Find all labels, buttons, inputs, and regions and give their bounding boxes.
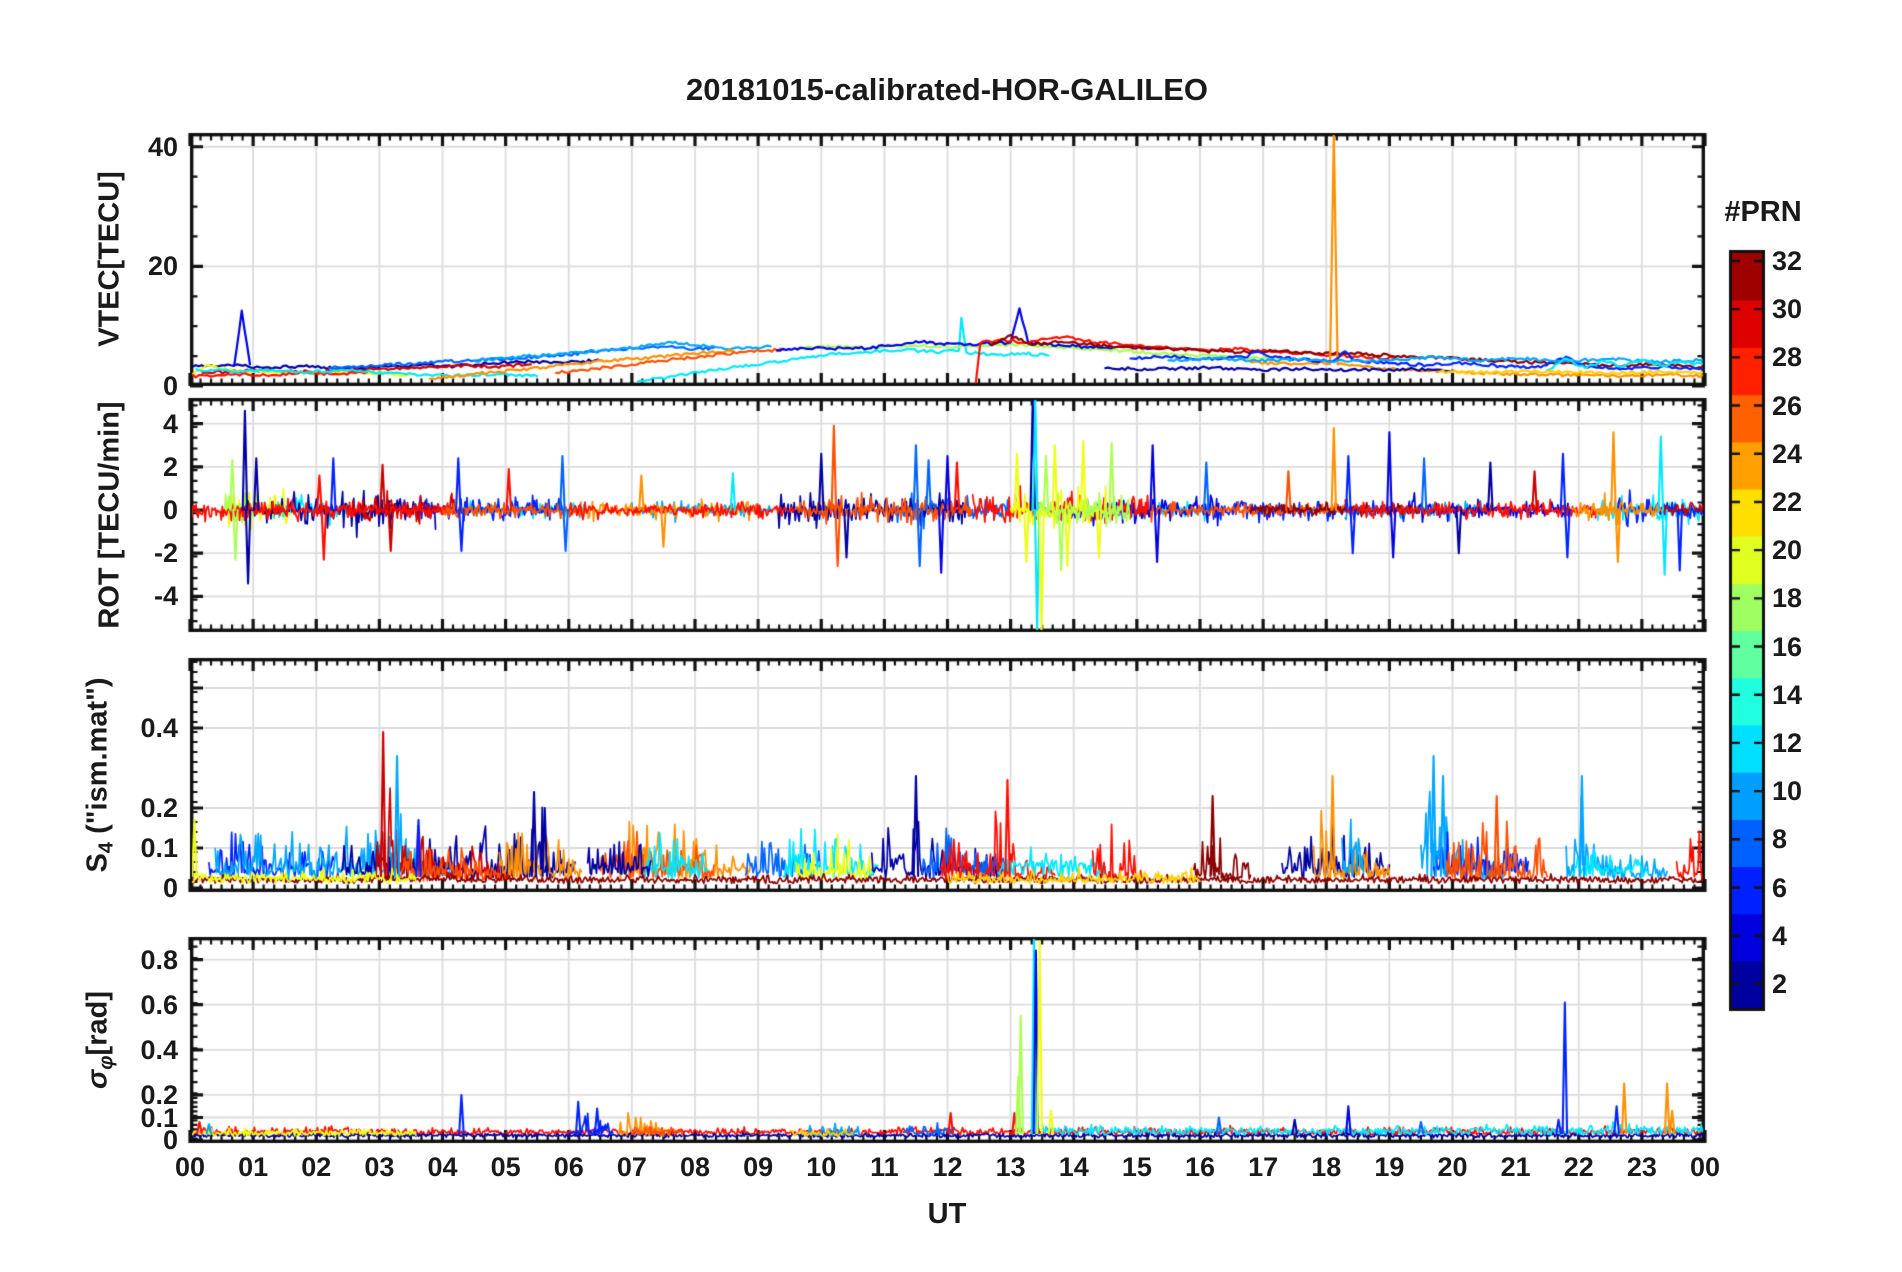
chart-title: 20181015-calibrated-HOR-GALILEO: [685, 72, 1209, 107]
y-tick-label: 0: [162, 371, 178, 401]
y-tick-label: 0.4: [140, 713, 178, 743]
y-tick-label: 0.4: [140, 1034, 178, 1065]
colorbar-tick-label: 8: [1772, 824, 1788, 855]
x-tick-label: 09: [743, 1152, 774, 1182]
colorbar-tick-label: 20: [1772, 535, 1803, 566]
y-tick-label: -4: [153, 581, 178, 612]
x-tick-label: 16: [1184, 1152, 1216, 1182]
colorbar-tick-label: 16: [1772, 631, 1803, 662]
y-tick-label: 0: [162, 873, 178, 903]
x-axis-label: UT: [927, 1198, 967, 1230]
x-tick-label: 00: [1689, 1152, 1721, 1182]
x-tick-label: 05: [490, 1152, 521, 1182]
y-tick-label: 0.6: [140, 989, 178, 1020]
x-tick-label: 08: [679, 1152, 711, 1182]
colorbar-tick-label: 10: [1772, 776, 1803, 807]
colorbar-tick-label: 12: [1772, 727, 1803, 758]
colorbar-tick-label: 2: [1772, 968, 1788, 999]
x-tick-label: 01: [238, 1152, 269, 1182]
colorbar-tick-label: 32: [1772, 245, 1803, 276]
y-tick-label: 0.1: [140, 1102, 178, 1133]
x-tick-label: 17: [1248, 1152, 1279, 1182]
x-tick-label: 02: [301, 1152, 332, 1182]
y-tick-label: 0.2: [140, 1079, 178, 1110]
colorbar-tick-label: 28: [1772, 342, 1803, 373]
y-tick-label: 0.1: [140, 833, 178, 863]
y-tick-label: -2: [153, 538, 178, 569]
x-tick-label: 19: [1374, 1152, 1405, 1182]
x-tick-label: 22: [1563, 1152, 1594, 1182]
x-tick-label: 18: [1311, 1152, 1342, 1182]
x-tick-label: 15: [1121, 1152, 1152, 1182]
colorbar-tick-label: 26: [1772, 390, 1803, 421]
y-tick-label: 4: [162, 408, 178, 439]
x-tick-label: 06: [553, 1152, 584, 1182]
colorbar-tick-label: 22: [1772, 486, 1803, 517]
x-tick-label: 03: [364, 1152, 395, 1182]
x-tick-label: 20: [1437, 1152, 1468, 1182]
colorbar-tick-label: 18: [1772, 583, 1803, 614]
colorbar-tick-label: 24: [1772, 438, 1803, 469]
colorbar-tick-label: 30: [1772, 294, 1803, 325]
x-tick-label: 14: [1058, 1152, 1089, 1182]
x-tick-label: 11: [870, 1152, 899, 1182]
x-tick-label: 04: [427, 1152, 458, 1182]
x-tick-label: 12: [932, 1152, 963, 1182]
x-tick-label: 21: [1500, 1152, 1531, 1182]
colorbar-title: #PRN: [1724, 196, 1802, 228]
x-tick-label: 10: [806, 1152, 837, 1182]
y-tick-label: 0: [162, 495, 178, 526]
x-tick-label: 00: [174, 1152, 206, 1182]
colorbar-tick-label: 4: [1772, 920, 1788, 951]
y-tick-label: 40: [147, 131, 178, 162]
x-tick-label: 13: [995, 1152, 1026, 1182]
y-tick-label: 0: [162, 1125, 178, 1156]
x-tick-label: 23: [1626, 1152, 1657, 1182]
x-tick-label: 07: [616, 1152, 647, 1182]
y-tick-label: 0.2: [140, 793, 178, 823]
colorbar-tick-label: 14: [1772, 679, 1803, 710]
y-tick-label: 20: [147, 251, 178, 282]
y-tick-label: 2: [162, 451, 178, 482]
colorbar-tick-label: 6: [1772, 872, 1788, 903]
y-tick-label: 0.8: [140, 944, 178, 975]
